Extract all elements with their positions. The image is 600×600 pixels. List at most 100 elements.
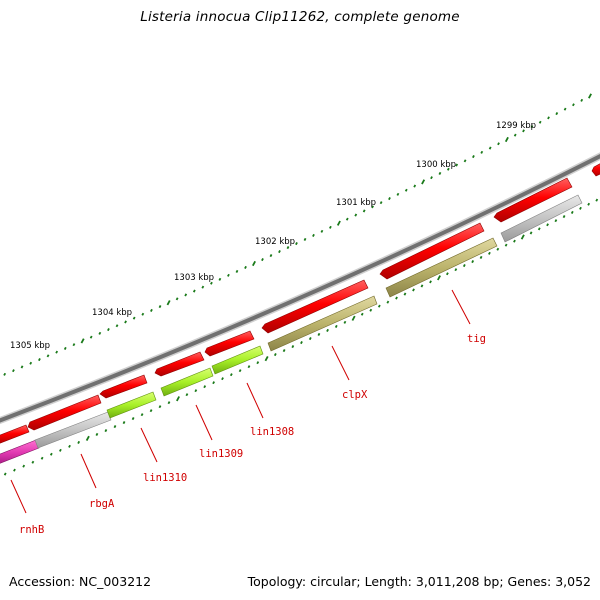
- minor-tick: [212, 381, 216, 385]
- minor-tick: [488, 251, 491, 255]
- cds-bar-magenta: [0, 439, 40, 464]
- major-tick: [336, 220, 341, 226]
- major-tick: [252, 260, 256, 267]
- gene-label-tig: tig: [467, 333, 486, 345]
- minor-tick: [420, 284, 424, 288]
- gene-arrow: [0, 424, 30, 444]
- minor-tick: [167, 401, 171, 405]
- minor-tick: [562, 215, 566, 219]
- minor-tick: [513, 133, 517, 137]
- major-tick: [166, 300, 171, 306]
- gene-track-red: [0, 163, 600, 444]
- minor-tick: [496, 247, 500, 251]
- gene-label-rnhB: rnhB: [19, 524, 44, 536]
- major-tick: [520, 234, 525, 240]
- minor-tick: [131, 417, 135, 421]
- cds-bar-olive: [267, 295, 378, 352]
- minor-tick: [273, 353, 277, 357]
- minor-tick: [513, 239, 516, 243]
- minor-tick: [22, 464, 26, 468]
- minor-tick: [529, 231, 533, 235]
- accession-label: Accession: NC_003212: [9, 574, 152, 589]
- minor-tick: [40, 456, 44, 460]
- minor-tick: [256, 361, 260, 365]
- minor-tick: [55, 350, 59, 354]
- minor-tick: [210, 281, 213, 285]
- minor-tick: [546, 223, 549, 227]
- minor-tick: [572, 103, 575, 107]
- minor-tick: [295, 242, 298, 246]
- minor-tick: [104, 429, 108, 433]
- minor-tick: [132, 316, 136, 320]
- scale-label: 1304 kbp: [92, 308, 132, 318]
- minor-tick: [184, 293, 188, 297]
- minor-tick: [49, 452, 53, 456]
- genome-summary: Topology: circular; Length: 3,011,208 bp…: [247, 574, 591, 589]
- minor-tick: [247, 365, 251, 369]
- minor-tick: [454, 268, 458, 272]
- gene-arrow: [154, 351, 205, 377]
- minor-tick: [462, 264, 466, 268]
- scale-label: 1303 kbp: [174, 273, 214, 283]
- minor-tick: [158, 305, 162, 309]
- minor-tick: [303, 237, 307, 241]
- major-tick: [588, 93, 592, 99]
- minor-tick: [175, 297, 179, 301]
- minor-tick: [563, 107, 567, 111]
- minor-tick: [107, 328, 110, 332]
- minor-tick: [98, 331, 102, 335]
- minor-tick: [326, 328, 329, 332]
- minor-tick: [587, 202, 591, 206]
- gene-labels: rnhB rbgA lin1310 lin1309 lin1308 clpX t…: [19, 333, 486, 536]
- gene-arrow: [261, 279, 369, 334]
- minor-tick: [328, 225, 332, 229]
- minor-tick: [20, 365, 24, 369]
- minor-tick: [229, 373, 233, 377]
- minor-tick: [158, 405, 162, 409]
- gene-arrow: [27, 394, 102, 431]
- cds-bar-green: [160, 367, 214, 397]
- minor-tick: [286, 246, 290, 250]
- minor-tick: [403, 292, 407, 296]
- scale-label: 1301 kbp: [336, 198, 376, 208]
- scale-label: 1302 kbp: [255, 237, 295, 247]
- minor-tick: [278, 250, 281, 254]
- minor-tick: [438, 171, 442, 175]
- minor-tick: [343, 320, 347, 324]
- gene-arrow: [591, 163, 600, 177]
- minor-tick: [95, 432, 99, 436]
- minor-tick: [149, 409, 153, 413]
- minor-tick: [261, 258, 264, 262]
- minor-tick: [345, 217, 349, 221]
- minor-tick: [312, 233, 315, 237]
- minor-tick: [379, 201, 383, 205]
- minor-tick: [554, 219, 558, 223]
- minor-tick: [203, 385, 207, 389]
- cds-bar-green: [106, 391, 157, 419]
- minor-tick: [238, 369, 242, 373]
- minor-tick: [522, 129, 525, 133]
- minor-tick: [369, 308, 373, 312]
- minor-tick: [269, 254, 273, 258]
- gene-label-lin1310: lin1310: [143, 472, 187, 484]
- minor-tick: [580, 98, 584, 102]
- minor-tick: [547, 116, 550, 120]
- minor-tick: [446, 167, 450, 171]
- minor-tick: [244, 265, 247, 269]
- gene-label-lines: [10, 289, 471, 514]
- minor-tick: [140, 413, 144, 417]
- cds-bar-green: [211, 345, 264, 375]
- scale-ticks: [3, 93, 599, 476]
- minor-tick: [77, 440, 81, 444]
- minor-tick: [334, 324, 338, 328]
- minor-tick: [555, 112, 559, 116]
- minor-tick: [354, 213, 358, 217]
- gene-label-rbgA: rbgA: [89, 498, 115, 510]
- scale-label: 1300 kbp: [416, 160, 456, 170]
- minor-tick: [194, 389, 198, 393]
- gene-label-lin1308: lin1308: [250, 426, 294, 438]
- minor-tick: [13, 468, 16, 472]
- minor-tick: [192, 289, 196, 293]
- major-tick: [85, 435, 90, 442]
